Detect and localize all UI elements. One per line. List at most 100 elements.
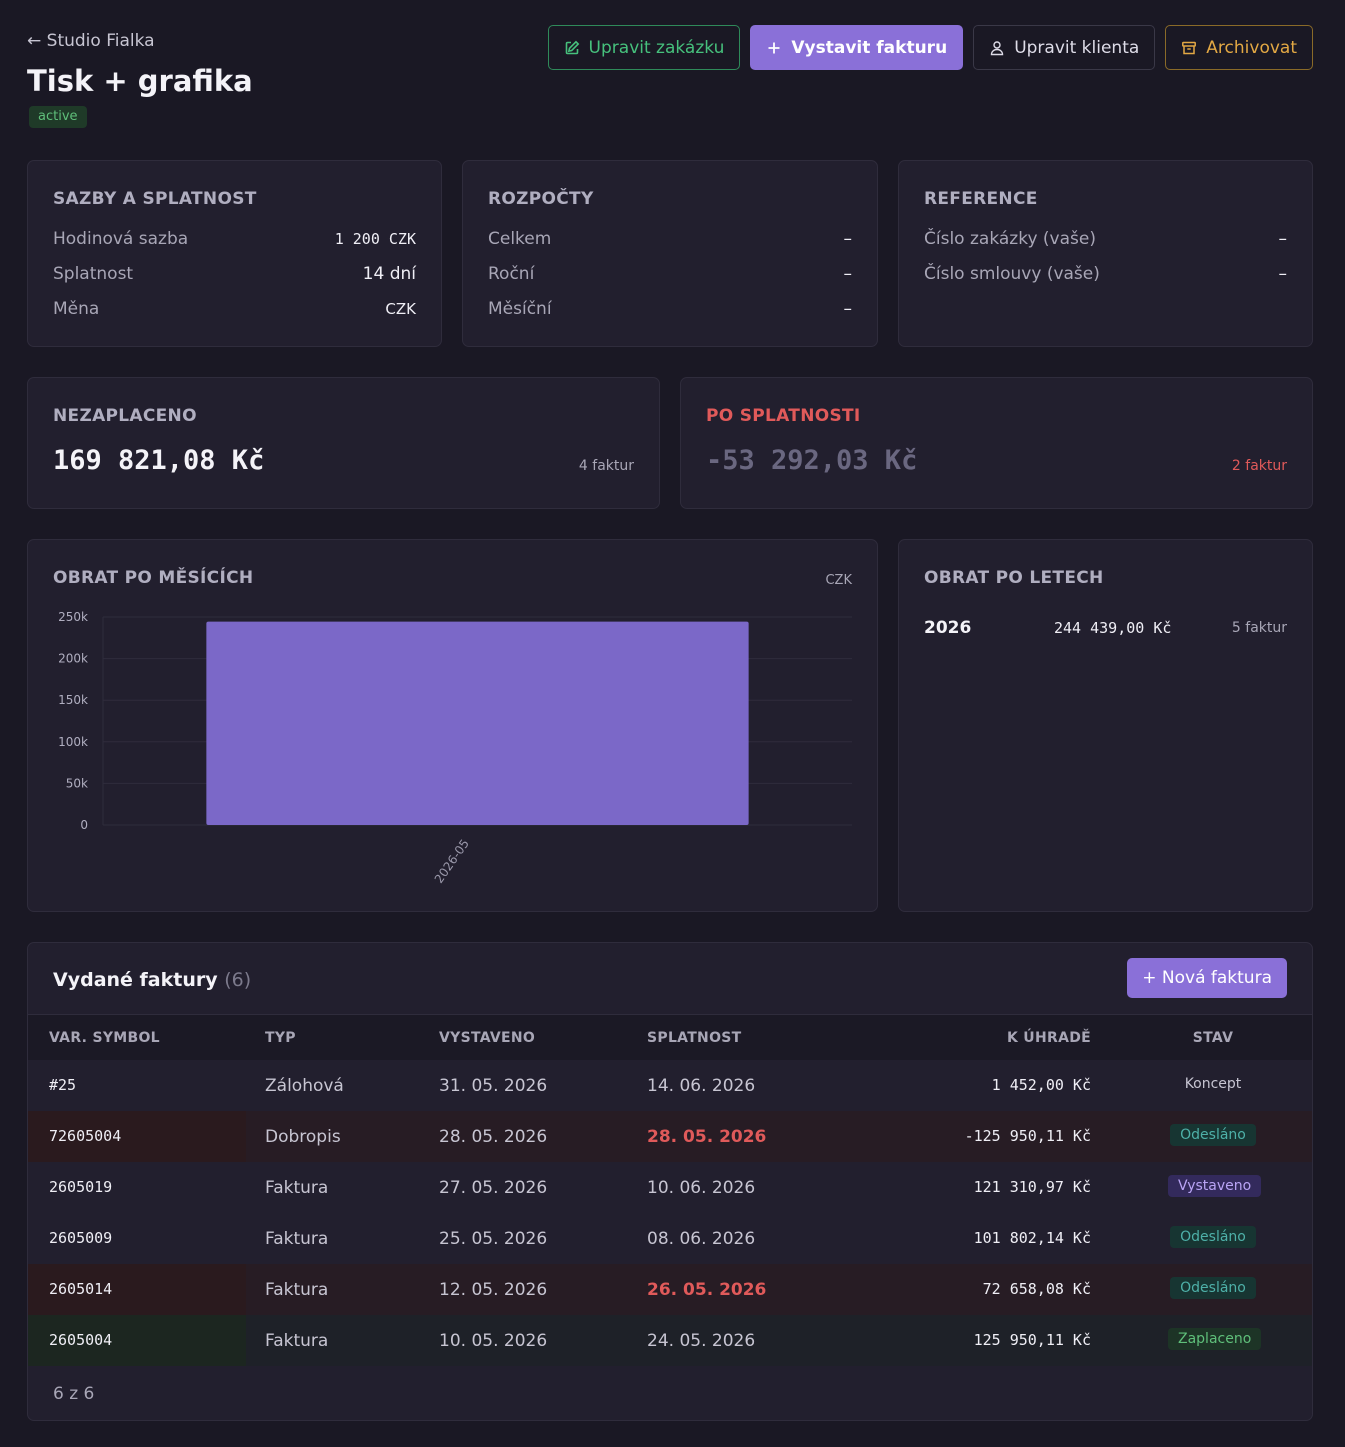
table-header: VAR. SYMBOL TYP VYSTAVENO SPLATNOST K ÚH…: [28, 1014, 1312, 1060]
row-accent: [28, 1315, 246, 1366]
rate-row: Měna CZK: [53, 299, 416, 319]
status-badge: Odesláno: [1170, 1277, 1256, 1299]
page-title: Tisk + grafika: [27, 64, 253, 98]
chart-currency: CZK: [825, 573, 852, 588]
variable-symbol[interactable]: #25: [49, 1076, 77, 1094]
column-header[interactable]: TYP: [265, 1030, 296, 1046]
amount-due: 121 310,97 Kč: [973, 1178, 1091, 1196]
budget-row: Měsíční –: [488, 299, 852, 319]
status-badge: Koncept: [1184, 1076, 1242, 1092]
archive-label: Archivovat: [1206, 37, 1297, 58]
variable-symbol[interactable]: 2605014: [49, 1280, 113, 1298]
due-date: 10. 06. 2026: [647, 1178, 756, 1198]
overdue-card: PO SPLATNOSTI -53 292,03 Kč 2 faktur: [680, 377, 1313, 509]
rate-label: Splatnost: [53, 264, 134, 284]
due-date: 14. 06. 2026: [647, 1076, 756, 1096]
action-toolbar: Upravit zakázku Vystavit fakturu Upravit…: [547, 25, 1313, 70]
unpaid-heading: NEZAPLACENO: [53, 406, 197, 426]
unpaid-count: 4 faktur: [578, 458, 634, 474]
budget-value: –: [843, 264, 853, 284]
table-row[interactable]: 2605014 Faktura 12. 05. 2026 26. 05. 2026 72…: [28, 1264, 1312, 1315]
budget-label: Celkem: [488, 229, 552, 249]
new-invoice-button[interactable]: + Nová faktura: [1127, 958, 1287, 998]
pagination-info: 6 z 6: [53, 1384, 95, 1404]
invoices-count: (6): [224, 969, 252, 991]
references-card: REFERENCE Číslo zakázky (vaše) – Číslo s…: [898, 160, 1313, 347]
rate-label: Hodinová sazba: [53, 229, 189, 249]
rates-card: SAZBY A SPLATNOST Hodinová sazba 1 200 C…: [27, 160, 442, 347]
due-date: 26. 05. 2026: [647, 1280, 767, 1300]
reference-row: Číslo zakázky (vaše) –: [924, 229, 1287, 249]
status-badge: Vystaveno: [1168, 1175, 1262, 1197]
invoice-type: Faktura: [265, 1229, 329, 1249]
amount-due: 72 658,08 Kč: [982, 1280, 1091, 1298]
budget-row: Celkem –: [488, 229, 852, 249]
reference-label: Číslo smlouvy (vaše): [924, 264, 1100, 284]
issue-invoice-button[interactable]: Vystavit fakturu: [750, 25, 964, 70]
edit-client-label: Upravit klienta: [1014, 37, 1140, 58]
amount-due: 125 950,11 Kč: [973, 1331, 1091, 1349]
archive-button[interactable]: Archivovat: [1165, 25, 1313, 70]
variable-symbol[interactable]: 2605019: [49, 1178, 113, 1196]
budget-label: Měsíční: [488, 299, 552, 319]
table-row[interactable]: 2605009 Faktura 25. 05. 2026 08. 06. 2026 10…: [28, 1213, 1312, 1264]
status-cell: Odesláno: [1168, 1124, 1258, 1146]
table-row[interactable]: 72605004 Dobropis 28. 05. 2026 28. 05. 2026…: [28, 1111, 1312, 1162]
budget-label: Roční: [488, 264, 535, 284]
column-header[interactable]: STAV: [1192, 1030, 1234, 1046]
rates-heading: SAZBY A SPLATNOST: [53, 189, 257, 209]
invoice-type: Faktura: [265, 1280, 329, 1300]
status-badge: Odesláno: [1170, 1124, 1256, 1146]
issued-date: 31. 05. 2026: [439, 1076, 548, 1096]
edit-client-button[interactable]: Upravit klienta: [973, 25, 1156, 70]
status-cell: Vystaveno: [1168, 1175, 1262, 1197]
column-header[interactable]: VYSTAVENO: [439, 1030, 536, 1046]
edit-icon: [565, 40, 579, 54]
back-link-client[interactable]: ← Studio Fialka: [27, 31, 155, 51]
status-cell: Koncept: [1168, 1073, 1258, 1095]
table-row[interactable]: #25 Zálohová 31. 05. 2026 14. 06. 2026 1 452…: [28, 1060, 1312, 1111]
bar-2026-05[interactable]: [206, 621, 749, 825]
y-tick-label: 0: [80, 818, 88, 832]
due-days-value: 14 dní: [362, 264, 416, 284]
issued-date: 27. 05. 2026: [439, 1178, 548, 1198]
status-cell: Odesláno: [1168, 1277, 1258, 1299]
y-tick-label: 50k: [66, 776, 88, 790]
overdue-count: 2 faktur: [1231, 458, 1287, 474]
yearly-heading: OBRAT PO LETECH: [924, 568, 1104, 588]
overdue-amount: -53 292,03 Kč: [706, 445, 918, 476]
table-row[interactable]: 2605019 Faktura 27. 05. 2026 10. 06. 2026 12…: [28, 1162, 1312, 1213]
table-row[interactable]: 2605004 Faktura 10. 05. 2026 24. 05. 2026 12…: [28, 1315, 1312, 1366]
invoice-type: Zálohová: [265, 1076, 344, 1096]
variable-symbol[interactable]: 72605004: [49, 1127, 122, 1145]
column-header[interactable]: K ÚHRADĚ: [1006, 1030, 1091, 1046]
budgets-heading: ROZPOČTY: [488, 189, 594, 209]
column-header[interactable]: VAR. SYMBOL: [49, 1030, 160, 1046]
reference-value: –: [1278, 229, 1288, 249]
rate-label: Měna: [53, 299, 100, 319]
yearly-amount: 244 439,00 Kč: [1054, 619, 1172, 637]
variable-symbol[interactable]: 2605009: [49, 1229, 113, 1247]
archive-icon: [1182, 41, 1197, 54]
invoices-title: Vydané faktury (6): [53, 969, 251, 991]
issued-date: 12. 05. 2026: [439, 1280, 548, 1300]
row-accent: [28, 1111, 246, 1162]
rate-row: Hodinová sazba 1 200 CZK: [53, 229, 416, 249]
status-badge: Odesláno: [1170, 1226, 1256, 1248]
row-accent: [28, 1162, 246, 1213]
due-date: 08. 06. 2026: [647, 1229, 756, 1249]
yearly-row: 2026 244 439,00 Kč 5 faktur: [924, 618, 1287, 638]
monthly-heading: OBRAT PO MĚSÍCÍCH: [53, 568, 254, 588]
due-date: 28. 05. 2026: [647, 1127, 767, 1147]
references-heading: REFERENCE: [924, 189, 1038, 209]
edit-job-button[interactable]: Upravit zakázku: [547, 25, 741, 70]
unpaid-card: NEZAPLACENO 169 821,08 Kč 4 faktur: [27, 377, 660, 509]
y-tick-label: 250k: [58, 610, 88, 624]
column-header[interactable]: SPLATNOST: [647, 1030, 742, 1046]
variable-symbol[interactable]: 2605004: [49, 1331, 113, 1349]
issue-invoice-label: Vystavit fakturu: [791, 37, 948, 58]
monthly-bar-chart: 0 50k 100k 150k 200k 250k 2026-05: [58, 610, 852, 886]
amount-due: -125 950,11 Kč: [964, 1127, 1091, 1145]
yearly-count: 5 faktur: [1231, 620, 1287, 636]
row-accent: [28, 1060, 246, 1111]
